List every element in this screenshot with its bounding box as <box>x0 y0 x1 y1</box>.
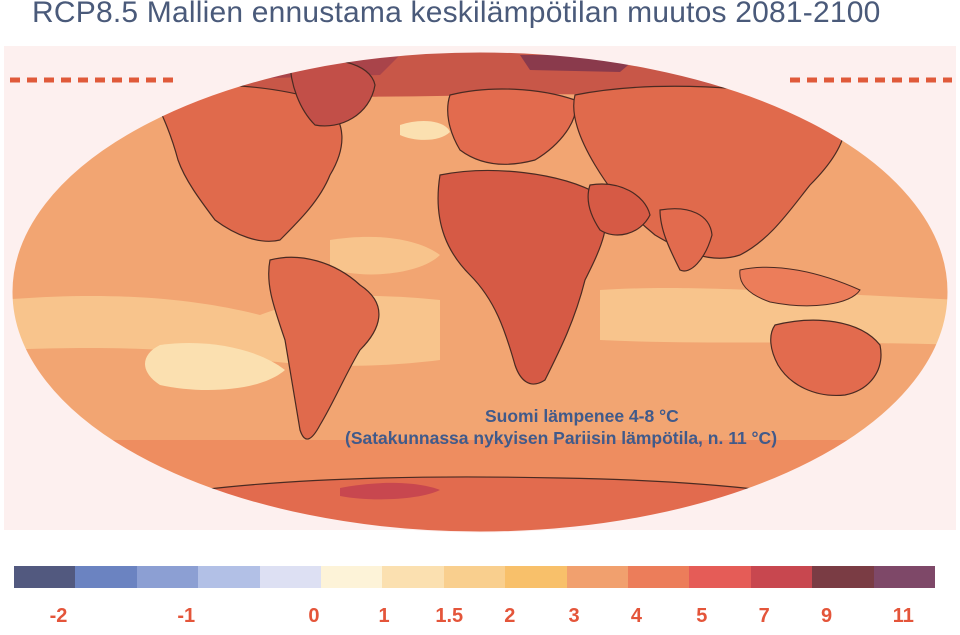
legend-swatch-5 <box>321 566 383 588</box>
legend-tick-7: 4 <box>630 605 643 627</box>
continent-south-america <box>268 256 380 440</box>
legend-tick-2: 0 <box>308 605 320 627</box>
legend-tick-0: -2 <box>49 605 68 627</box>
continent-europe <box>447 88 577 165</box>
legend-swatch-1 <box>75 566 137 588</box>
continent-africa <box>437 169 607 385</box>
legend-tick-6: 3 <box>568 605 580 627</box>
continent-maritime-asia <box>739 266 861 307</box>
legend-tick-9: 7 <box>758 605 770 627</box>
projection-outline <box>11 51 949 533</box>
ocean-patch-north-atlantic <box>400 120 450 140</box>
legend-tick-4: 1.5 <box>435 605 464 627</box>
legend-tick-3: 1 <box>378 605 390 627</box>
legend-tick-11: 11 <box>892 605 914 627</box>
legend-swatch-0 <box>14 566 76 588</box>
legend-tick-labels: -2 -1 0 1 1.5 2 3 4 5 7 9 11 <box>0 605 960 635</box>
continent-australia <box>770 319 882 397</box>
antarctica-hotspot <box>340 482 440 500</box>
legend-tick-1: -1 <box>177 605 196 627</box>
legend-swatch-12 <box>750 566 813 588</box>
legend-swatch-14 <box>873 566 936 588</box>
annotation-line-2: (Satakunnassa nykyisen Pariisin lämpötil… <box>345 428 778 448</box>
continent-india <box>659 208 713 272</box>
ocean-band-indian <box>600 288 948 345</box>
legend-tick-10: 9 <box>820 605 833 627</box>
color-legend-bar <box>14 566 936 588</box>
legend-swatch-7 <box>443 566 506 588</box>
legend-swatch-3 <box>198 566 260 588</box>
annotation-line-1: Suomi lämpenee 4-8 °C <box>485 406 679 426</box>
projection-svg <box>4 46 956 533</box>
ocean-band-atlantic <box>330 236 440 275</box>
ocean-patch-pacific-cool <box>145 342 285 391</box>
legend-tick-5: 2 <box>504 605 516 627</box>
legend-tick-8: 5 <box>696 605 708 627</box>
legend-swatch-9 <box>566 566 629 588</box>
finland-annotation: Suomi lämpenee 4-8 °C (Satakunnassa nyky… <box>345 405 905 449</box>
legend-swatch-6 <box>382 566 444 588</box>
world-map <box>0 40 960 540</box>
legend-swatch-11 <box>689 566 751 588</box>
continent-arabia <box>587 183 651 236</box>
continent-north-america <box>149 84 343 242</box>
legend-swatch-8 <box>505 566 567 588</box>
legend-swatch-13 <box>812 566 874 588</box>
legend-swatch-2 <box>136 566 199 588</box>
map-title: RCP8.5 Mallien ennustama keskilämpötilan… <box>32 0 881 29</box>
legend-swatch-4 <box>259 566 322 588</box>
legend-swatch-10 <box>628 566 690 588</box>
